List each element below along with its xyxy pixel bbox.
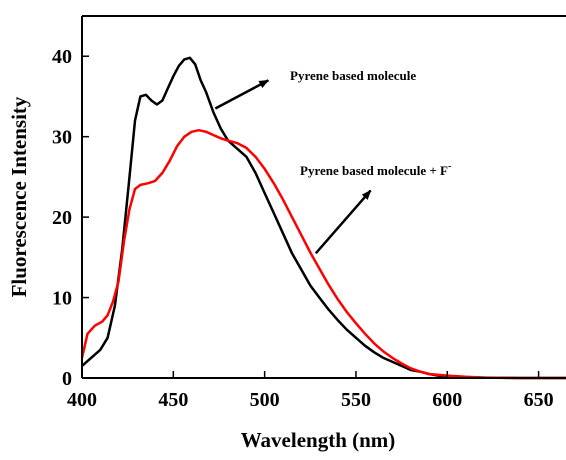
x-tick-label: 450 [158, 389, 188, 411]
annotation-label-pyrene-fluoride: Pyrene based molecule + F- [300, 161, 451, 178]
series-line-pyrene-fluoride [80, 128, 566, 380]
x-tick-label: 650 [524, 389, 554, 411]
x-tick-label: 500 [250, 389, 280, 411]
y-tick-label: 0 [62, 368, 72, 390]
y-axis-title: Fluorescence Intensity [7, 96, 31, 297]
x-tick-label: 600 [432, 389, 462, 411]
y-tick-label: 30 [52, 127, 72, 149]
annotation-layer: Pyrene based molecule Pyrene based molecu… [214, 68, 451, 255]
y-tick-label: 40 [52, 46, 72, 68]
y-tick-label: 10 [52, 288, 72, 310]
annotation-arrow-pyrene-fluoride [314, 189, 372, 255]
axes-layer: 400 450 500 550 600 650 0 10 20 30 40 [52, 15, 566, 411]
series-line-pyrene [81, 56, 566, 380]
x-tick-label: 400 [67, 389, 97, 411]
annotation-arrow-pyrene [214, 79, 270, 110]
annotation-superscript: - [448, 161, 451, 172]
curves-layer [80, 56, 566, 380]
y-tick-label: 20 [52, 207, 72, 229]
x-axis-title: Wavelength (nm) [241, 428, 396, 452]
x-tick-label: 550 [341, 389, 371, 411]
annotation-label-pyrene: Pyrene based molecule [290, 68, 416, 83]
